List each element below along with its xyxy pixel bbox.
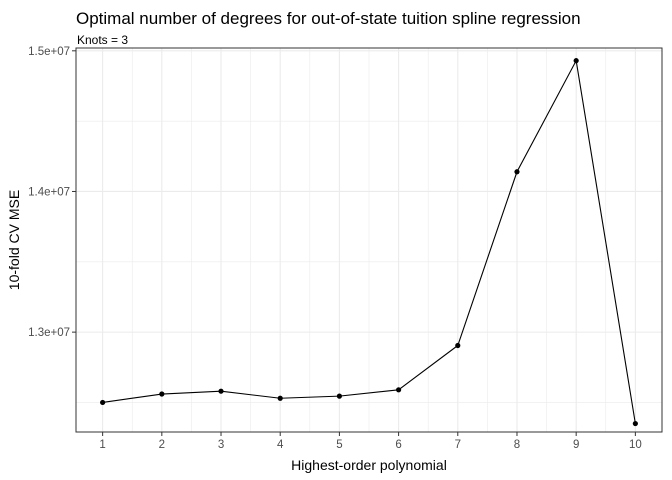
x-tick-label: 1 (99, 439, 105, 451)
data-point (455, 342, 461, 349)
y-tick-label: 1.5e+07 (28, 46, 70, 58)
x-tick-label: 9 (573, 439, 579, 451)
data-point (159, 391, 165, 397)
x-tick-label: 3 (218, 439, 224, 451)
data-point (395, 387, 402, 393)
data-point (336, 393, 343, 399)
x-tick-label: 10 (629, 439, 642, 451)
data-point (277, 395, 283, 401)
x-tick-label: 4 (277, 439, 284, 451)
data-point (218, 388, 224, 394)
grid (76, 48, 662, 432)
data-point (632, 420, 638, 427)
y-tick-label: 1.4e+07 (28, 186, 70, 198)
chart-title: Optimal number of degrees for out-of-sta… (76, 9, 581, 28)
chart-subtitle: Knots = 3 (77, 33, 128, 47)
data-point (100, 399, 106, 406)
axes: 1 2 3 4 5 6 7 8 9 10 1.3e+07 1.4e+07 1.5e+07 (28, 46, 642, 451)
y-axis-title: 10-fold CV MSE (6, 190, 22, 290)
x-tick-label: 8 (514, 439, 520, 451)
x-tick-label: 7 (455, 439, 461, 451)
series-line (102, 58, 636, 424)
x-tick-label: 6 (395, 439, 401, 451)
data-point (573, 58, 579, 64)
x-tick-label: 2 (159, 439, 165, 451)
data-point (514, 169, 520, 175)
x-axis-title: Highest-order polynomial (291, 457, 447, 473)
x-tick-label: 5 (336, 439, 342, 451)
y-tick-label: 1.3e+07 (28, 327, 70, 339)
plot-panel (75, 47, 663, 433)
data-series (100, 58, 638, 427)
